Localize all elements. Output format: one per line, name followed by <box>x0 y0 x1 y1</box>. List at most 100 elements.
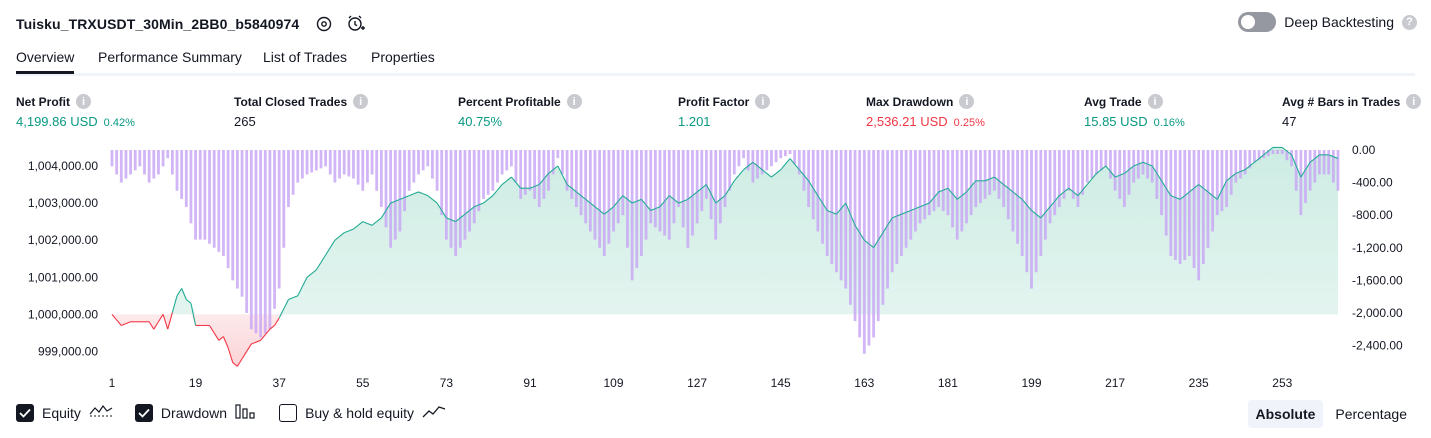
drawdown-bar <box>249 150 253 330</box>
equity-line-segment <box>1161 180 1167 189</box>
equity-toggle[interactable]: Equity <box>16 403 113 422</box>
equity-line-segment <box>534 184 540 187</box>
tab-overview[interactable]: Overview <box>16 49 75 74</box>
equity-line-segment <box>1267 146 1274 152</box>
drawdown-bar <box>240 150 244 297</box>
equity-line-segment <box>441 210 447 219</box>
equity-line-segment <box>506 176 512 182</box>
drawdown-bar <box>426 150 430 167</box>
drawdown-toggle[interactable]: Drawdown <box>134 403 257 422</box>
drawdown-bar <box>129 150 132 175</box>
equity-line-segment <box>859 232 865 241</box>
drawdown-bar <box>612 150 615 232</box>
equity-line-segment <box>826 209 833 213</box>
equity-line-segment <box>246 343 252 352</box>
drawdown-bar <box>1276 150 1280 155</box>
drawdown-bar <box>630 150 634 281</box>
drawdown-bar <box>170 150 174 175</box>
equity-line-segment <box>1254 158 1260 163</box>
equity-checkbox[interactable] <box>16 403 34 422</box>
equity-line-segment <box>631 200 637 204</box>
drawdown-bar <box>681 150 685 228</box>
drawdown-bar <box>574 150 578 208</box>
info-icon[interactable]: i <box>1406 94 1422 109</box>
drawdown-bar <box>1095 150 1098 175</box>
drawdown-bar <box>1322 150 1326 175</box>
drawdown-bar <box>1160 150 1163 216</box>
drawdown-bar <box>677 150 680 208</box>
drawdown-bar <box>444 150 448 240</box>
equity-line-segment <box>543 173 549 180</box>
equity-line-segment <box>1165 187 1172 196</box>
equity-line-segment <box>849 213 856 226</box>
settings-icon[interactable] <box>313 13 335 35</box>
equity-line-segment <box>566 184 573 189</box>
info-icon[interactable]: i <box>353 94 369 109</box>
buyhold-checkbox[interactable] <box>279 403 298 422</box>
drawdown-bar <box>1011 150 1015 232</box>
info-icon[interactable]: i <box>755 94 771 109</box>
drawdown-bar <box>542 150 546 199</box>
drawdown-bar <box>951 150 954 228</box>
drawdown-bar <box>579 150 583 216</box>
tab-performance-summary[interactable]: Performance Summary <box>98 49 242 65</box>
equity-line-segment <box>334 236 340 241</box>
info-icon[interactable]: i <box>76 94 91 109</box>
equity-line-segment <box>720 195 726 200</box>
percentage-mode-button[interactable]: Percentage <box>1335 406 1407 422</box>
help-icon[interactable]: ? <box>1402 14 1417 30</box>
drawdown-bar <box>709 150 713 220</box>
x-axis-tick: 109 <box>603 376 623 390</box>
buyhold-toggle[interactable]: Buy & hold equity <box>279 403 446 422</box>
equity-line-segment <box>1151 165 1158 174</box>
equity-line-segment <box>329 239 336 248</box>
drawdown-bar <box>1308 150 1312 191</box>
equity-line-segment <box>887 217 893 226</box>
tab-properties[interactable]: Properties <box>371 49 435 65</box>
equity-line-segment <box>589 202 596 208</box>
drawdown-bar <box>946 150 950 216</box>
info-icon[interactable]: i <box>566 94 582 109</box>
equity-line-segment <box>538 178 545 185</box>
equity-line-segment <box>966 186 972 193</box>
equity-line-segment <box>952 193 958 200</box>
equity-line-segment <box>1249 161 1255 167</box>
equity-line-segment <box>1198 184 1204 189</box>
info-icon[interactable]: i <box>959 94 975 109</box>
equity-line-segment <box>622 195 628 200</box>
equity-line-segment <box>882 225 889 234</box>
drawdown-bar <box>644 150 648 240</box>
drawdown-bar <box>184 150 188 208</box>
equity-line-segment <box>469 206 475 211</box>
drawdown-bar <box>1234 150 1238 183</box>
drawdown-bar <box>189 150 193 224</box>
drawdown-bar <box>1085 150 1089 183</box>
equity-line-segment <box>478 202 484 206</box>
drawdown-bar <box>565 150 569 191</box>
absolute-mode-button[interactable]: Absolute <box>1247 400 1324 428</box>
drawdown-bar <box>561 150 564 175</box>
equity-line-segment <box>357 221 364 226</box>
deep-backtesting-toggle[interactable] <box>1238 12 1277 32</box>
equity-line-segment <box>487 195 494 200</box>
drawdown-bar <box>1239 150 1242 179</box>
equity-line-segment <box>232 362 238 367</box>
drawdown-checkbox[interactable] <box>134 403 153 422</box>
drawdown-bar <box>1294 150 1298 191</box>
equity-line-segment <box>901 211 907 215</box>
drawdown-bar <box>166 150 170 159</box>
equity-line-segment <box>1305 161 1311 170</box>
equity-line-segment <box>218 336 224 341</box>
equity-line-segment <box>1258 154 1265 159</box>
equity-line-segment <box>446 217 452 221</box>
drawdown-bar <box>881 150 885 305</box>
tab-list-of-trades[interactable]: List of Trades <box>263 49 348 65</box>
equity-line-segment <box>1216 189 1223 200</box>
add-alert-icon[interactable] <box>345 13 367 35</box>
drawdown-bar <box>254 150 258 334</box>
x-axis-tick: 163 <box>854 376 874 390</box>
equity-line-segment <box>515 182 522 189</box>
info-icon[interactable]: i <box>1147 94 1163 109</box>
drawdown-bar <box>203 150 207 240</box>
drawdown-bar <box>119 150 123 183</box>
